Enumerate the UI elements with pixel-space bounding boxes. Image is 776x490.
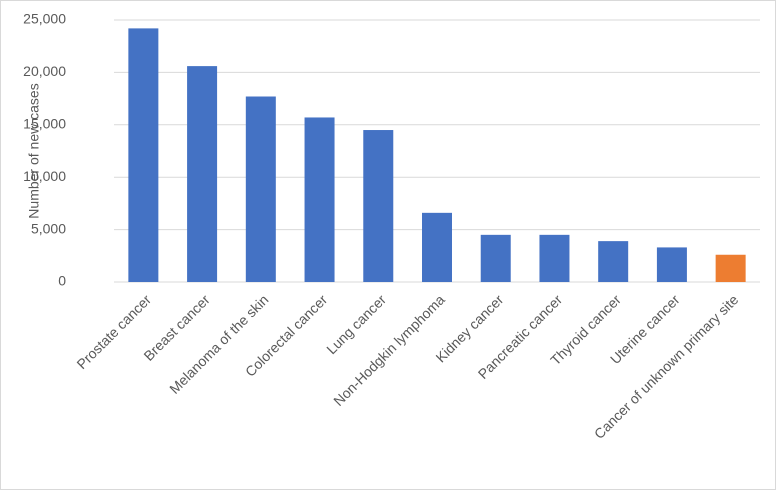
bar <box>128 28 159 282</box>
y-tick-label: 5,000 <box>31 220 66 236</box>
y-tick-label: 20,000 <box>23 63 66 79</box>
y-tick-label: 10,000 <box>23 168 66 184</box>
bar <box>187 66 218 282</box>
bar <box>304 117 335 283</box>
bar <box>245 96 276 282</box>
bar <box>656 247 687 282</box>
bar <box>715 254 746 282</box>
y-tick-label: 0 <box>58 273 66 289</box>
bar <box>363 130 394 282</box>
bar <box>422 212 452 282</box>
y-tick-label: 25,000 <box>23 11 66 27</box>
y-tick-label: 15,000 <box>23 116 66 132</box>
bar <box>598 241 629 282</box>
y-axis-label: Number of new cases <box>26 83 42 218</box>
bar <box>480 234 511 282</box>
bar <box>539 234 570 282</box>
